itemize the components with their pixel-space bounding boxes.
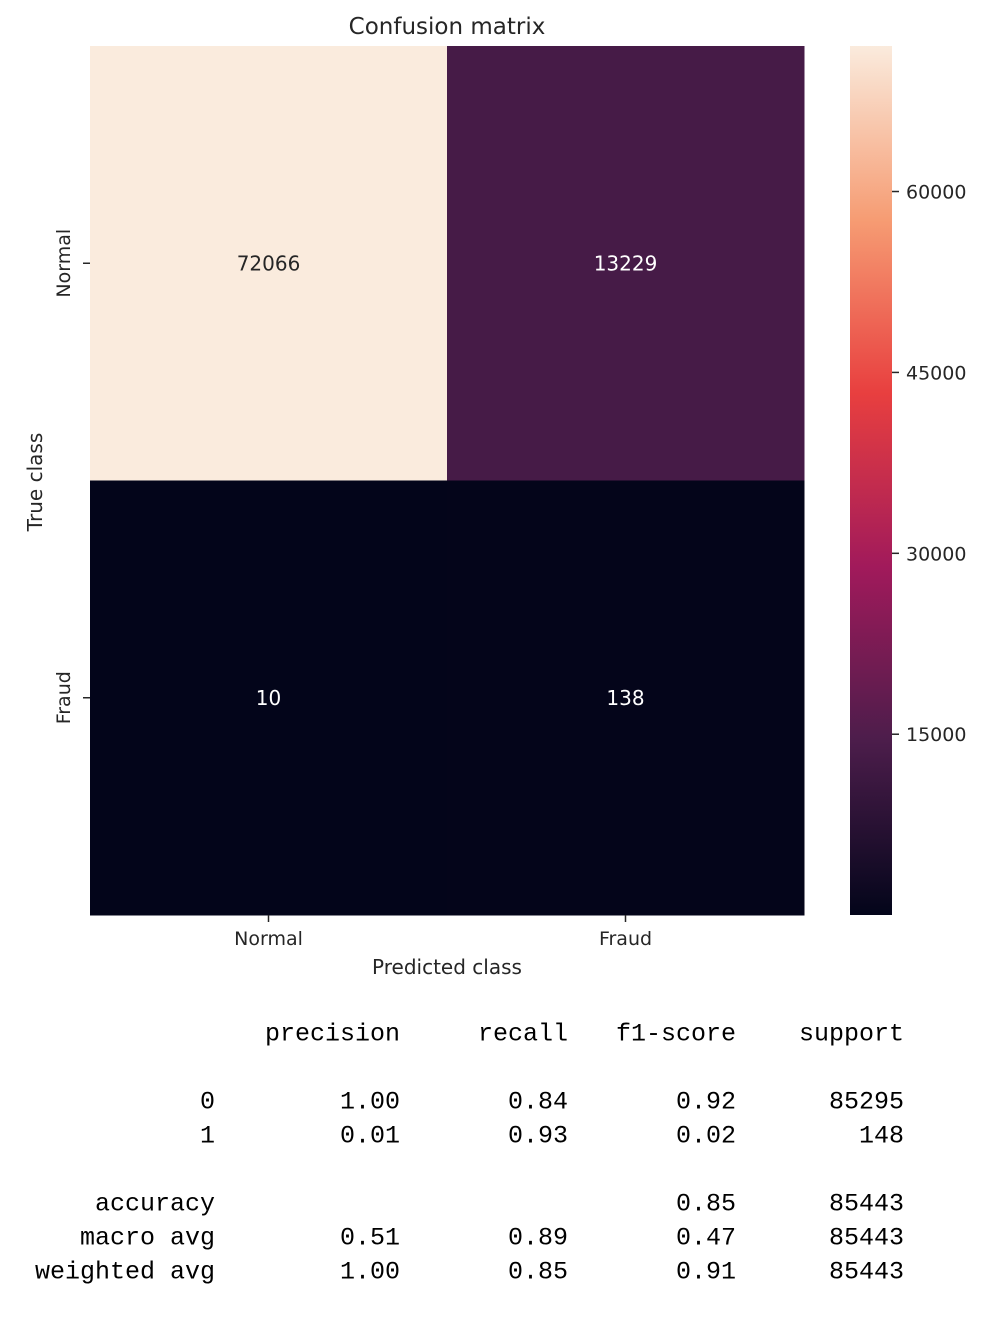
report-cell-f1-score: 0.91 (675, 1257, 736, 1287)
report-cell-precision: 1.00 (339, 1087, 400, 1117)
heatmap-cells (90, 46, 805, 916)
report-cell-precision: 0.01 (339, 1121, 400, 1151)
report-cell-support: 85443 (828, 1189, 904, 1219)
report-cell-recall: 0.89 (507, 1223, 568, 1253)
confusion-matrix-chart: Confusion matrix 72066 13229 10 138 Normal F… (23, 14, 966, 979)
report-cell-support: 85443 (828, 1223, 904, 1253)
report-row-label: 1 (199, 1121, 215, 1151)
x-axis-label: Predicted class (372, 955, 522, 979)
heatmap-cell-value: 10 (256, 686, 281, 710)
heatmap-cell (90, 46, 448, 481)
chart-title: Confusion matrix (349, 14, 546, 40)
colorbar-tick-label: 60000 (906, 182, 966, 204)
report-cell-f1-score: 0.85 (675, 1189, 736, 1219)
report-header-recall: recall (477, 1019, 568, 1049)
y-tick-label: Fraud (53, 671, 75, 724)
report-cell-recall: 0.84 (507, 1087, 568, 1117)
report-cell-precision: 1.00 (339, 1257, 400, 1287)
report-cell-f1-score: 0.47 (675, 1223, 736, 1253)
colorbar-ticks: 15000 30000 45000 60000 (892, 182, 966, 746)
x-tick-label: Fraud (599, 928, 652, 950)
report-cell-support: 85295 (828, 1087, 904, 1117)
x-axis: Normal Fraud (234, 915, 652, 950)
colorbar-tick-label: 30000 (906, 543, 966, 565)
report-cell-recall: 0.93 (507, 1121, 568, 1151)
report-cell-support: 85443 (828, 1257, 904, 1287)
heatmap-cell-value: 138 (606, 686, 644, 710)
x-tick-label: Normal (234, 928, 303, 950)
report-row-label: macro avg (79, 1223, 215, 1253)
y-axis-label: True class (23, 433, 47, 533)
report-cell-f1-score: 0.02 (675, 1121, 736, 1151)
heatmap-cell-labels: 72066 13229 10 138 (237, 251, 658, 710)
y-tick-label: Normal (53, 229, 75, 298)
heatmap-cell (90, 480, 448, 916)
report-row-label: 0 (199, 1087, 215, 1117)
report-cell-f1-score: 0.92 (675, 1087, 736, 1117)
colorbar (850, 46, 892, 915)
colorbar-tick-label: 15000 (906, 724, 966, 746)
report-cell-recall: 0.85 (507, 1257, 568, 1287)
report-cell-precision: 0.51 (339, 1223, 400, 1253)
heatmap-cell-value: 72066 (237, 251, 301, 275)
y-axis: Normal Fraud (53, 229, 90, 724)
heatmap-cell (447, 480, 805, 916)
colorbar-tick-label: 45000 (906, 362, 966, 384)
report-header-precision: precision (264, 1019, 400, 1049)
heatmap-cell (447, 46, 805, 481)
heatmap-cell-value: 13229 (594, 251, 658, 275)
report-row-label: accuracy (94, 1189, 215, 1219)
report-row-label: weighted avg (34, 1257, 215, 1287)
report-header-support: support (798, 1019, 904, 1049)
report-cell-support: 148 (858, 1121, 904, 1151)
report-header-f1-score: f1-score (615, 1019, 736, 1049)
